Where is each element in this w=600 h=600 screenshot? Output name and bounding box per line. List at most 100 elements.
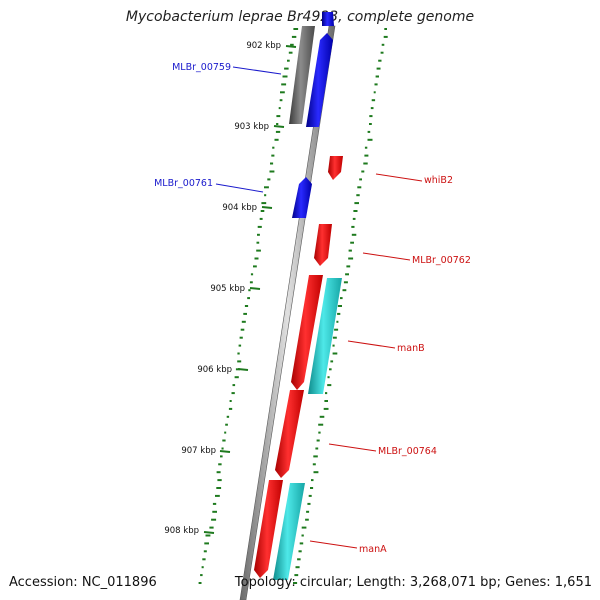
gc-dot (313, 455, 318, 458)
scale-tick (273, 125, 285, 128)
gc-dot (337, 305, 342, 307)
gc-dot (305, 518, 309, 521)
gc-dot (384, 28, 387, 30)
gc-dot (201, 566, 204, 569)
gc-dot (383, 35, 388, 38)
gc-dot (351, 225, 355, 228)
scale-ticks: 902 kbp 903 kbp 904 kbp 905 kbp 906 kbp … (164, 41, 297, 536)
scale-tick-label: 906 kbp (197, 365, 232, 375)
gc-dot (308, 494, 312, 497)
forward-gene-feature (306, 33, 333, 127)
gc-dot (281, 83, 287, 86)
label-leader-line (309, 540, 358, 549)
scale-tick (285, 45, 297, 48)
gc-dot (356, 194, 360, 197)
gc-dot (225, 423, 228, 426)
scale-tick-label: 908 kbp (164, 526, 199, 536)
gc-dot (332, 352, 338, 355)
gc-dot (212, 510, 217, 513)
gc-dot (337, 312, 341, 315)
gc-dot (306, 510, 310, 513)
gc-dot (260, 210, 265, 212)
gc-dot (198, 582, 202, 584)
gc-dot (257, 225, 262, 228)
scale-tick (249, 287, 261, 290)
gc-dot (348, 249, 352, 252)
gc-dot (363, 162, 368, 165)
gc-dot (319, 415, 325, 418)
gc-dot (224, 431, 227, 434)
scale-tick (261, 206, 273, 209)
gc-dot (237, 360, 242, 363)
gc-dot (216, 487, 222, 489)
gc-dot (220, 455, 223, 458)
reverse-gene-feature (275, 390, 304, 478)
gc-dot (329, 368, 332, 371)
gc-dot (311, 479, 314, 482)
gc-dot (336, 320, 339, 323)
gc-dot (215, 494, 220, 497)
gc-dot (249, 281, 253, 284)
gc-dot (364, 146, 368, 149)
gc-dot (361, 170, 365, 173)
gc-dot (235, 368, 240, 371)
gc-dot (217, 479, 222, 482)
reverse-gene-feature (254, 480, 283, 578)
gc-dot (378, 59, 382, 62)
gc-dot (240, 328, 245, 331)
gc-dot (211, 518, 217, 521)
gc-dot (353, 210, 358, 212)
gc-dot (282, 75, 288, 78)
gc-dot (229, 400, 232, 402)
gc-dot (204, 542, 209, 545)
genome-summary-text: Topology: circular; Length: 3,268,071 bp… (234, 575, 592, 590)
gc-dot (267, 178, 271, 181)
gc-dots-left (198, 28, 299, 584)
gc-dot (238, 344, 242, 347)
gc-dot (218, 463, 222, 466)
gc-dot (231, 392, 235, 395)
gc-dot (299, 542, 304, 545)
scale-tick-label: 902 kbp (246, 41, 281, 51)
gc-dot (241, 320, 246, 323)
gc-dot (216, 471, 221, 474)
gc-dot (318, 423, 324, 426)
gc-dot (248, 289, 251, 292)
gc-dot (239, 336, 243, 339)
gc-dot (279, 99, 283, 102)
gc-dot (332, 336, 337, 339)
gc-dot (374, 83, 378, 86)
gc-dot (348, 257, 354, 260)
gc-dot (301, 526, 307, 529)
gene-label-mlbr-00759: MLBr_00759 (172, 62, 231, 73)
gc-dot (232, 384, 236, 387)
cds-feature (308, 278, 342, 394)
gc-dot (205, 534, 211, 537)
gc-dot (375, 75, 379, 78)
gc-dot (253, 265, 257, 268)
gc-dot (228, 407, 233, 410)
forward-gene-feature (292, 177, 312, 218)
gene-label-mlbr-00761: MLBr_00761 (154, 178, 213, 189)
scale-tick (237, 368, 249, 371)
gc-dot (342, 289, 347, 292)
gc-dot (340, 297, 343, 300)
gc-dot (367, 130, 371, 133)
label-leader-line (375, 173, 423, 182)
gc-dot (357, 186, 362, 189)
gc-dot (312, 463, 316, 466)
label-leader-line (215, 183, 264, 193)
gc-dot (359, 178, 362, 181)
scale-tick-label: 903 kbp (234, 122, 269, 132)
gc-dot (278, 107, 281, 110)
gc-dot (334, 328, 339, 331)
gc-dot (269, 170, 275, 173)
gc-dot (381, 43, 385, 46)
gc-dot (327, 384, 332, 387)
gc-dot (270, 162, 274, 165)
cds-feature (273, 483, 305, 580)
forward-gene-feature (322, 12, 334, 26)
gc-dot (318, 431, 321, 434)
gc-dot (237, 352, 240, 355)
